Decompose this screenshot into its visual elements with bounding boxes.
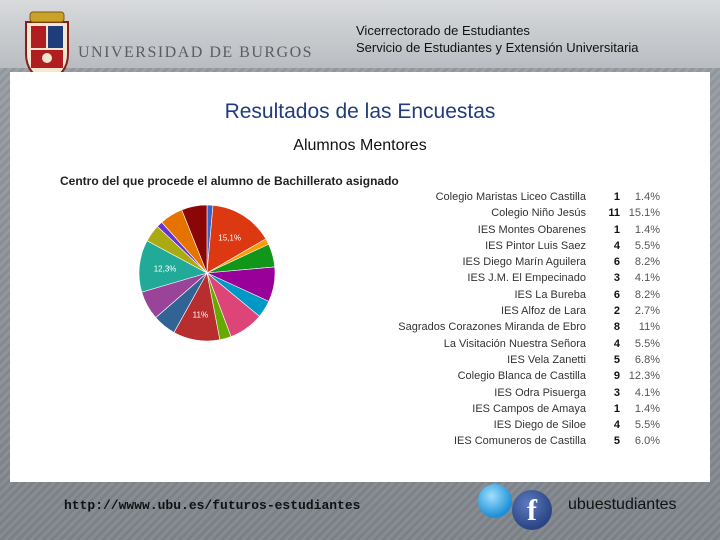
header-text: Vicerrectorado de Estudiantes Servicio d…: [356, 22, 639, 56]
school-name: IES Diego Marín Aguilera: [462, 256, 586, 269]
percentage: 6.8%: [634, 353, 660, 366]
table-row: IES Montes Obarenes 1 1.4%: [382, 223, 668, 239]
chart-container: Centro del que procede el alumno de Bach…: [52, 168, 670, 458]
school-name: IES Campos de Amaya: [472, 402, 586, 415]
school-name: La Visitación Nuestra Señora: [443, 337, 586, 350]
university-crest-icon: [25, 11, 69, 84]
percentage: 5.5%: [634, 419, 660, 432]
footer-url-link[interactable]: http://wwww.ubu.es/futuros-estudiantes: [64, 498, 361, 513]
student-count: 4: [613, 337, 620, 350]
student-count: 2: [613, 305, 620, 318]
pie-slice-label: 15,1%: [218, 233, 241, 242]
vicerrectorado-line: Vicerrectorado de Estudiantes: [356, 23, 530, 38]
student-count: 9: [613, 370, 620, 383]
student-count: 5: [613, 435, 620, 448]
school-name: Colegio Blanca de Castilla: [457, 370, 586, 383]
student-count: 11: [608, 207, 620, 220]
university-name: UNIVERSIDAD DE BURGOS: [78, 44, 314, 61]
percentage: 12.3%: [628, 370, 660, 383]
table-row: IES J.M. El Empecinado 3 4.1%: [382, 271, 668, 287]
student-count: 3: [613, 386, 620, 399]
percentage: 15.1%: [628, 207, 660, 220]
table-row: IES Diego Marín Aguilera 6 8.2%: [382, 255, 668, 271]
pie-slice-label: 11%: [193, 311, 208, 320]
table-row: IES Diego de Siloe 4 5.5%: [382, 418, 668, 434]
table-row: IES Comuneros de Castilla 5 6.0%: [382, 434, 668, 450]
percentage: 5.5%: [634, 239, 660, 252]
school-name: IES Odra Pisuerga: [494, 386, 586, 399]
chart-title: Centro del que procede el alumno de Bach…: [60, 174, 399, 188]
slide-subtitle: Alumnos Mentores: [293, 137, 427, 154]
legend-table: Colegio Maristas Liceo Castilla 1 1.4% Cole…: [382, 190, 668, 451]
student-count: 6: [613, 288, 620, 301]
pie-chart: 15,1% 11% 12,3%: [138, 204, 276, 342]
table-row: IES Pintor Luis Saez 4 5.5%: [382, 239, 668, 255]
table-row: IES Campos de Amaya 1 1.4%: [382, 402, 668, 418]
school-name: IES Pintor Luis Saez: [485, 239, 586, 252]
student-count: 6: [613, 256, 620, 269]
servicio-line: Servicio de Estudiantes y Extensión Univ…: [356, 40, 639, 55]
percentage: 2.7%: [634, 305, 660, 318]
table-row: Colegio Niño Jesús 11 15.1%: [382, 206, 668, 222]
percentage: 4.1%: [634, 272, 660, 285]
table-row: IES Alfoz de Lara 2 2.7%: [382, 304, 668, 320]
school-name: IES La Bureba: [514, 288, 586, 301]
student-count: 1: [613, 402, 620, 415]
student-count: 5: [613, 353, 620, 366]
table-row: IES Vela Zanetti 5 6.8%: [382, 353, 668, 369]
school-name: Sagrados Corazones Miranda de Ebro: [398, 321, 586, 334]
social-handle[interactable]: ubuestudiantes: [568, 496, 677, 513]
percentage: 8.2%: [634, 256, 660, 269]
pie-slice-label: 12,3%: [154, 265, 177, 274]
table-row: IES Odra Pisuerga 3 4.1%: [382, 386, 668, 402]
student-count: 4: [613, 239, 620, 252]
student-count: 3: [613, 272, 620, 285]
school-name: Colegio Maristas Liceo Castilla: [435, 191, 586, 203]
student-count: 1: [613, 191, 620, 203]
school-name: IES Comuneros de Castilla: [453, 435, 586, 448]
table-row: La Visitación Nuestra Señora 4 5.5%: [382, 337, 668, 353]
table-row: IES La Bureba 6 8.2%: [382, 288, 668, 304]
school-name: IES Alfoz de Lara: [501, 305, 586, 318]
school-name: IES J.M. El Empecinado: [467, 272, 586, 285]
percentage: 11%: [638, 321, 660, 334]
facebook-icon[interactable]: f: [512, 490, 552, 530]
percentage: 8.2%: [634, 288, 660, 301]
student-count: 1: [613, 223, 620, 236]
table-row: Colegio Maristas Liceo Castilla 1 1.4%: [382, 190, 668, 206]
school-name: IES Montes Obarenes: [477, 223, 586, 236]
table-row: Colegio Blanca de Castilla 9 12.3%: [382, 369, 668, 385]
twitter-icon[interactable]: [478, 484, 512, 518]
school-name: IES Vela Zanetti: [507, 353, 586, 366]
percentage: 1.4%: [634, 191, 660, 203]
school-name: Colegio Niño Jesús: [491, 207, 586, 220]
percentage: 5.5%: [634, 337, 660, 350]
student-count: 4: [613, 419, 620, 432]
pie-slice-15: [181, 204, 208, 274]
school-name: IES Diego de Siloe: [493, 419, 586, 432]
header-bar: [0, 0, 720, 68]
percentage: 6.0%: [634, 435, 660, 448]
percentage: 4.1%: [634, 386, 660, 399]
percentage: 1.4%: [634, 223, 660, 236]
table-row: Sagrados Corazones Miranda de Ebro 8 11%: [382, 320, 668, 336]
student-count: 8: [613, 321, 620, 334]
slide-title: Resultados de las Encuestas: [224, 100, 496, 123]
percentage: 1.4%: [634, 402, 660, 415]
pie-slice-1: [206, 204, 267, 274]
